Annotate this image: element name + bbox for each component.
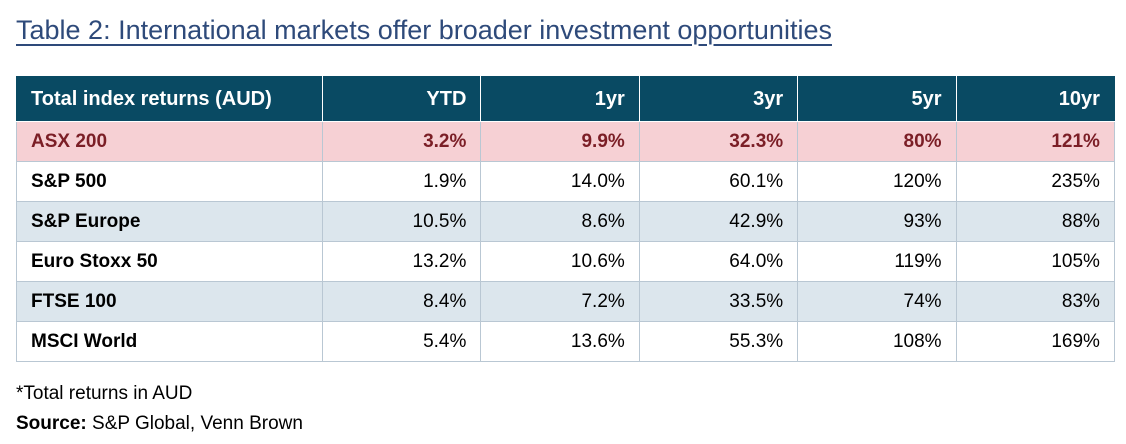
- cell-10yr: 83%: [955, 281, 1115, 322]
- column-header-3yr: 3yr: [638, 76, 799, 122]
- table-row-msci-world: MSCI World 5.4% 13.6% 55.3% 108% 169%: [16, 321, 1115, 362]
- row-label: S&P 500: [16, 161, 323, 202]
- header-row: Total index returns (AUD) YTD 1yr 3yr 5y…: [16, 76, 1115, 122]
- cell-ytd: 3.2%: [321, 121, 482, 162]
- column-header-1yr: 1yr: [480, 76, 640, 122]
- cell-3yr: 33.5%: [638, 281, 799, 322]
- cell-5yr: 119%: [797, 241, 957, 282]
- cell-1yr: 8.6%: [480, 201, 640, 242]
- cell-5yr: 108%: [797, 321, 957, 362]
- table-row-euro-stoxx-50: Euro Stoxx 50 13.2% 10.6% 64.0% 119% 105…: [16, 241, 1115, 282]
- source-text: S&P Global, Venn Brown: [86, 413, 303, 434]
- cell-5yr: 74%: [797, 281, 957, 322]
- footnote: *Total returns in AUD: [16, 383, 193, 404]
- cell-10yr: 88%: [955, 201, 1115, 242]
- cell-5yr: 120%: [797, 161, 957, 202]
- cell-1yr: 10.6%: [480, 241, 640, 282]
- cell-3yr: 32.3%: [638, 121, 799, 162]
- table-row-asx-200: ASX 200 3.2% 9.9% 32.3% 80% 121%: [16, 121, 1115, 162]
- row-label: ASX 200: [16, 121, 323, 162]
- cell-1yr: 13.6%: [480, 321, 640, 362]
- cell-3yr: 55.3%: [638, 321, 799, 362]
- returns-table: Total index returns (AUD) YTD 1yr 3yr 5y…: [16, 76, 1115, 362]
- cell-5yr: 80%: [797, 121, 957, 162]
- row-label: FTSE 100: [16, 281, 323, 322]
- cell-10yr: 105%: [955, 241, 1115, 282]
- table-row-sp-500: S&P 500 1.9% 14.0% 60.1% 120% 235%: [16, 161, 1115, 202]
- cell-3yr: 64.0%: [638, 241, 799, 282]
- cell-ytd: 5.4%: [321, 321, 482, 362]
- cell-ytd: 8.4%: [321, 281, 482, 322]
- row-label: Euro Stoxx 50: [16, 241, 323, 282]
- cell-ytd: 13.2%: [321, 241, 482, 282]
- cell-ytd: 10.5%: [321, 201, 482, 242]
- table-title: Table 2: International markets offer bro…: [16, 15, 832, 45]
- table-row-sp-europe: S&P Europe 10.5% 8.6% 42.9% 93% 88%: [16, 201, 1115, 242]
- source-line: Source: S&P Global, Venn Brown: [16, 410, 303, 438]
- cell-10yr: 121%: [955, 121, 1115, 162]
- cell-3yr: 60.1%: [638, 161, 799, 202]
- cell-1yr: 14.0%: [480, 161, 640, 202]
- table-row-ftse-100: FTSE 100 8.4% 7.2% 33.5% 74% 83%: [16, 281, 1115, 322]
- cell-3yr: 42.9%: [638, 201, 799, 242]
- cell-ytd: 1.9%: [321, 161, 482, 202]
- cell-1yr: 7.2%: [480, 281, 640, 322]
- cell-10yr: 235%: [955, 161, 1115, 202]
- row-label: S&P Europe: [16, 201, 323, 242]
- row-label: MSCI World: [16, 321, 323, 362]
- source-label: Source:: [16, 413, 87, 434]
- column-header-5yr: 5yr: [797, 76, 957, 122]
- column-header-index: Total index returns (AUD): [16, 76, 323, 122]
- column-header-10yr: 10yr: [955, 76, 1115, 122]
- cell-5yr: 93%: [797, 201, 957, 242]
- column-header-ytd: YTD: [321, 76, 482, 122]
- cell-1yr: 9.9%: [480, 121, 640, 162]
- cell-10yr: 169%: [955, 321, 1115, 362]
